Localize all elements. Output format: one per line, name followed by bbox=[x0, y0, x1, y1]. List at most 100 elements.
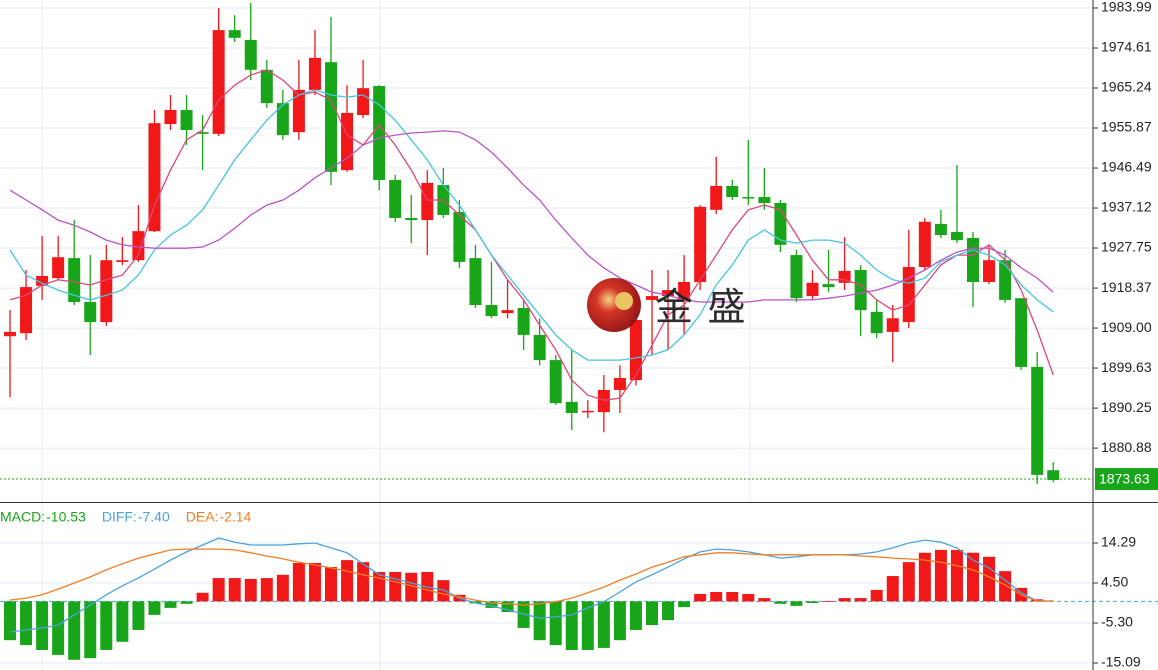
macd-bar bbox=[164, 601, 177, 608]
macd-bar bbox=[68, 601, 81, 660]
macd-bar bbox=[581, 601, 594, 650]
macd-bar bbox=[678, 601, 691, 608]
macd-bar bbox=[341, 560, 354, 602]
candle-body bbox=[116, 260, 129, 262]
candle-body bbox=[132, 231, 145, 261]
macd-bar bbox=[613, 601, 626, 641]
candle-body bbox=[983, 260, 996, 282]
macd-bar bbox=[52, 601, 65, 655]
candle-body bbox=[20, 287, 33, 334]
candle-body bbox=[389, 179, 402, 218]
macd-bar bbox=[132, 601, 145, 630]
macd-bar bbox=[886, 576, 899, 602]
candle-body bbox=[1047, 470, 1060, 481]
candle-body bbox=[212, 30, 225, 134]
legend-value: -10.53 bbox=[46, 509, 86, 525]
macd-bar bbox=[357, 562, 370, 602]
candle-body bbox=[100, 260, 113, 323]
candle-body bbox=[341, 112, 354, 171]
macd-bar bbox=[325, 567, 337, 602]
macd-bar bbox=[100, 601, 113, 650]
candle-body bbox=[854, 270, 867, 311]
candle-body bbox=[196, 132, 209, 134]
legend-name: MACD: bbox=[0, 509, 45, 525]
macd-bar bbox=[790, 601, 803, 606]
legend-name: DEA: bbox=[186, 509, 219, 525]
last-price-label: 1873.63 bbox=[1099, 471, 1150, 487]
macd-bar bbox=[389, 571, 402, 602]
candle-body bbox=[886, 318, 899, 332]
candle-body bbox=[950, 232, 963, 241]
macd-bar bbox=[806, 601, 819, 604]
candle-body bbox=[228, 30, 241, 38]
candle-body bbox=[308, 57, 321, 90]
macd-bar bbox=[148, 601, 161, 615]
macd-bar bbox=[565, 601, 578, 650]
candle-body bbox=[1015, 298, 1028, 367]
macd-bar bbox=[629, 601, 642, 630]
y-tick-label: 1955.87 bbox=[1101, 119, 1152, 135]
macd-line bbox=[9, 548, 1054, 606]
candle-body bbox=[999, 260, 1012, 300]
y-tick-label: -15.09 bbox=[1101, 654, 1141, 670]
candle-body bbox=[533, 334, 546, 361]
macd-bar bbox=[758, 598, 771, 602]
candle-body bbox=[469, 258, 482, 306]
candle-body bbox=[260, 69, 273, 104]
legend-value: -2.14 bbox=[219, 509, 251, 525]
last-price-box bbox=[1095, 468, 1158, 491]
y-tick-label: 1918.37 bbox=[1101, 279, 1152, 295]
macd-bar bbox=[597, 601, 610, 648]
candle-body bbox=[726, 185, 739, 198]
macd-bar bbox=[918, 552, 931, 602]
macd-bar bbox=[36, 601, 49, 650]
candle-body bbox=[180, 109, 193, 131]
macd-bar bbox=[437, 580, 450, 602]
candle-body bbox=[68, 258, 81, 303]
candle-body bbox=[597, 389, 610, 413]
candle-body bbox=[276, 103, 289, 136]
y-tick-label: 1937.12 bbox=[1101, 199, 1152, 215]
macd-bar bbox=[196, 592, 209, 602]
macd-bar bbox=[4, 601, 16, 641]
y-tick-label: 1899.63 bbox=[1101, 359, 1152, 375]
candle-body bbox=[694, 206, 707, 282]
macd-bar bbox=[870, 589, 883, 602]
candle-body bbox=[405, 217, 418, 221]
macd-bar bbox=[999, 571, 1012, 602]
candle-body bbox=[325, 62, 337, 172]
y-tick-label: 4.50 bbox=[1101, 574, 1128, 590]
macd-bar bbox=[20, 601, 33, 646]
macd-bar bbox=[549, 601, 562, 646]
candle-body bbox=[36, 275, 49, 286]
macd-bar bbox=[212, 578, 225, 602]
y-tick-label: 1890.25 bbox=[1101, 399, 1152, 415]
candle-body bbox=[629, 319, 642, 381]
macd-bar bbox=[662, 601, 675, 621]
candle-body bbox=[742, 197, 755, 199]
candle-body bbox=[662, 290, 675, 297]
macd-bar bbox=[228, 578, 241, 602]
candle-body bbox=[485, 305, 498, 317]
y-tick-label: -5.30 bbox=[1101, 614, 1133, 630]
macd-bar bbox=[180, 601, 193, 604]
macd-bar bbox=[646, 601, 658, 626]
macd-bar bbox=[84, 601, 97, 659]
y-tick-label: 14.29 bbox=[1101, 534, 1136, 550]
candle-body bbox=[646, 296, 658, 300]
candle-body bbox=[453, 211, 466, 262]
candle-body bbox=[758, 197, 771, 204]
candle-body bbox=[565, 401, 578, 414]
macd-line bbox=[9, 537, 1054, 633]
candle-body bbox=[806, 282, 819, 297]
y-tick-label: 1880.88 bbox=[1101, 439, 1152, 455]
candle-body bbox=[710, 185, 723, 210]
candle-body bbox=[838, 270, 851, 283]
candle-body bbox=[164, 109, 177, 125]
macd-bar bbox=[742, 594, 755, 602]
candle-body bbox=[148, 123, 161, 232]
candle-body bbox=[934, 223, 947, 236]
candle-body bbox=[918, 221, 931, 268]
